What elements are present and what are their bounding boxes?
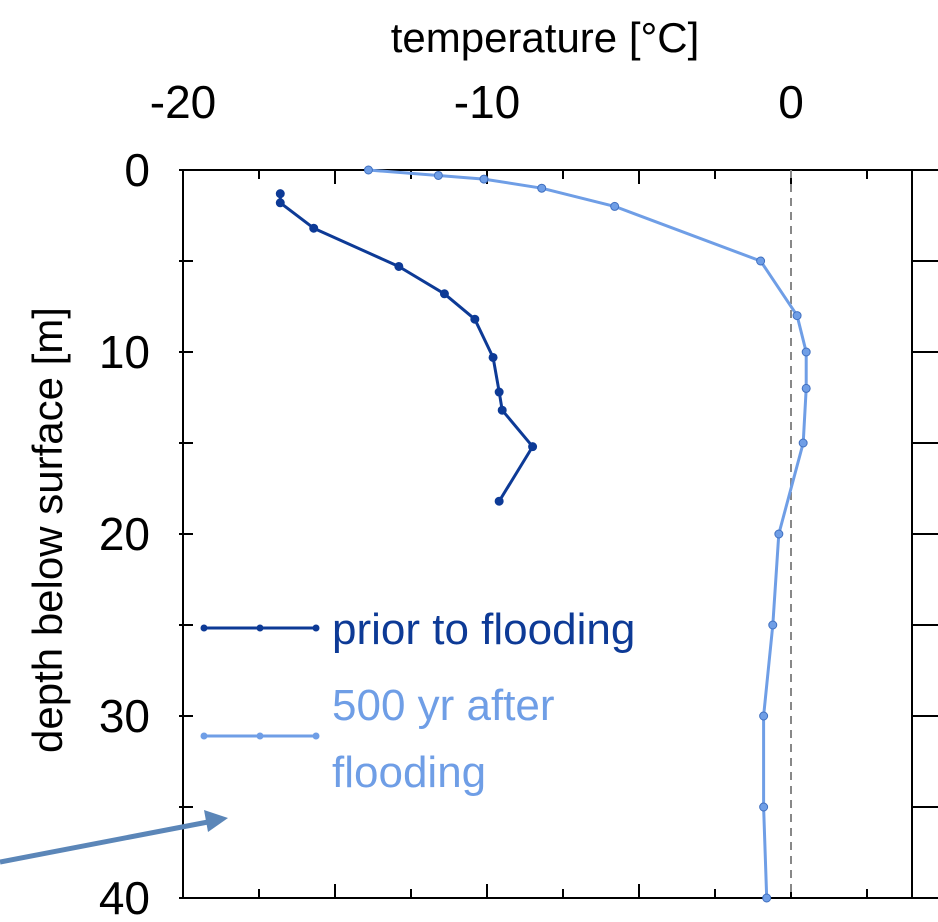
series-prior-to-flooding-point xyxy=(528,442,538,452)
legend: prior to flooding 500 yr after flooding xyxy=(200,605,635,797)
y-tick-label: 20 xyxy=(99,508,150,560)
legend-prior-marker xyxy=(200,624,208,632)
series-layer xyxy=(275,165,811,903)
y-tick-label: 0 xyxy=(124,144,150,196)
series-500yr-after-flooding-point xyxy=(433,170,443,180)
annotation-arrow-shaft xyxy=(0,819,209,865)
series-500yr-after-flooding-point xyxy=(537,183,547,193)
series-500yr-after-flooding-point xyxy=(801,347,811,357)
series-500yr-after-flooding-point xyxy=(610,201,620,211)
series-500yr-after-flooding-point xyxy=(768,620,778,630)
x-tick-label: 0 xyxy=(778,76,804,128)
legend-after-marker xyxy=(256,732,264,740)
series-500yr-after-flooding-point xyxy=(801,383,811,393)
series-prior-to-flooding-point xyxy=(275,198,285,208)
legend-after-marker xyxy=(200,732,208,740)
legend-prior-marker xyxy=(312,624,320,632)
series-prior-to-flooding-point xyxy=(470,314,480,324)
series-prior-to-flooding-point xyxy=(439,289,449,299)
y-tick-label: 10 xyxy=(99,326,150,378)
legend-label-after-line2: flooding xyxy=(332,748,486,797)
series-500yr-after-flooding-point xyxy=(762,893,772,903)
x-axis-title: temperature [°C] xyxy=(391,14,700,61)
ticks-layer: -20 -10 0 0 10 20 30 40 xyxy=(99,76,938,922)
legend-label-after-line1: 500 yr after xyxy=(332,681,555,730)
series-500yr-after-flooding-point xyxy=(759,711,769,721)
legend-label-prior: prior to flooding xyxy=(332,605,635,654)
x-tick-label: -20 xyxy=(150,76,216,128)
y-tick-label: 30 xyxy=(99,690,150,742)
series-500yr-after-flooding-point xyxy=(479,174,489,184)
y-axis-title: depth below surface [m] xyxy=(24,307,71,753)
series-prior-to-flooding-point xyxy=(497,405,507,415)
legend-prior-marker xyxy=(256,624,264,632)
series-prior-to-flooding-point xyxy=(309,223,319,233)
y-tick-label: 40 xyxy=(99,872,150,922)
series-500yr-after-flooding-point xyxy=(759,802,769,812)
series-prior-to-flooding-point xyxy=(494,496,504,506)
annotation-arrow-head xyxy=(204,810,228,832)
series-prior-to-flooding-point xyxy=(394,261,404,271)
series-prior-to-flooding-line xyxy=(278,193,535,502)
series-500yr-after-flooding-point xyxy=(798,438,808,448)
legend-after-marker xyxy=(312,732,320,740)
annotation-arrow xyxy=(0,810,228,865)
series-prior-to-flooding-point xyxy=(275,189,285,199)
series-500yr-after-flooding-point xyxy=(792,311,802,321)
series-500yr-after-flooding-point xyxy=(363,165,373,175)
series-500yr-after-flooding-point xyxy=(774,529,784,539)
x-tick-label: -10 xyxy=(454,76,520,128)
series-prior-to-flooding-point xyxy=(488,352,498,362)
series-500yr-after-flooding-point xyxy=(756,256,766,266)
series-prior-to-flooding-point xyxy=(494,387,504,397)
